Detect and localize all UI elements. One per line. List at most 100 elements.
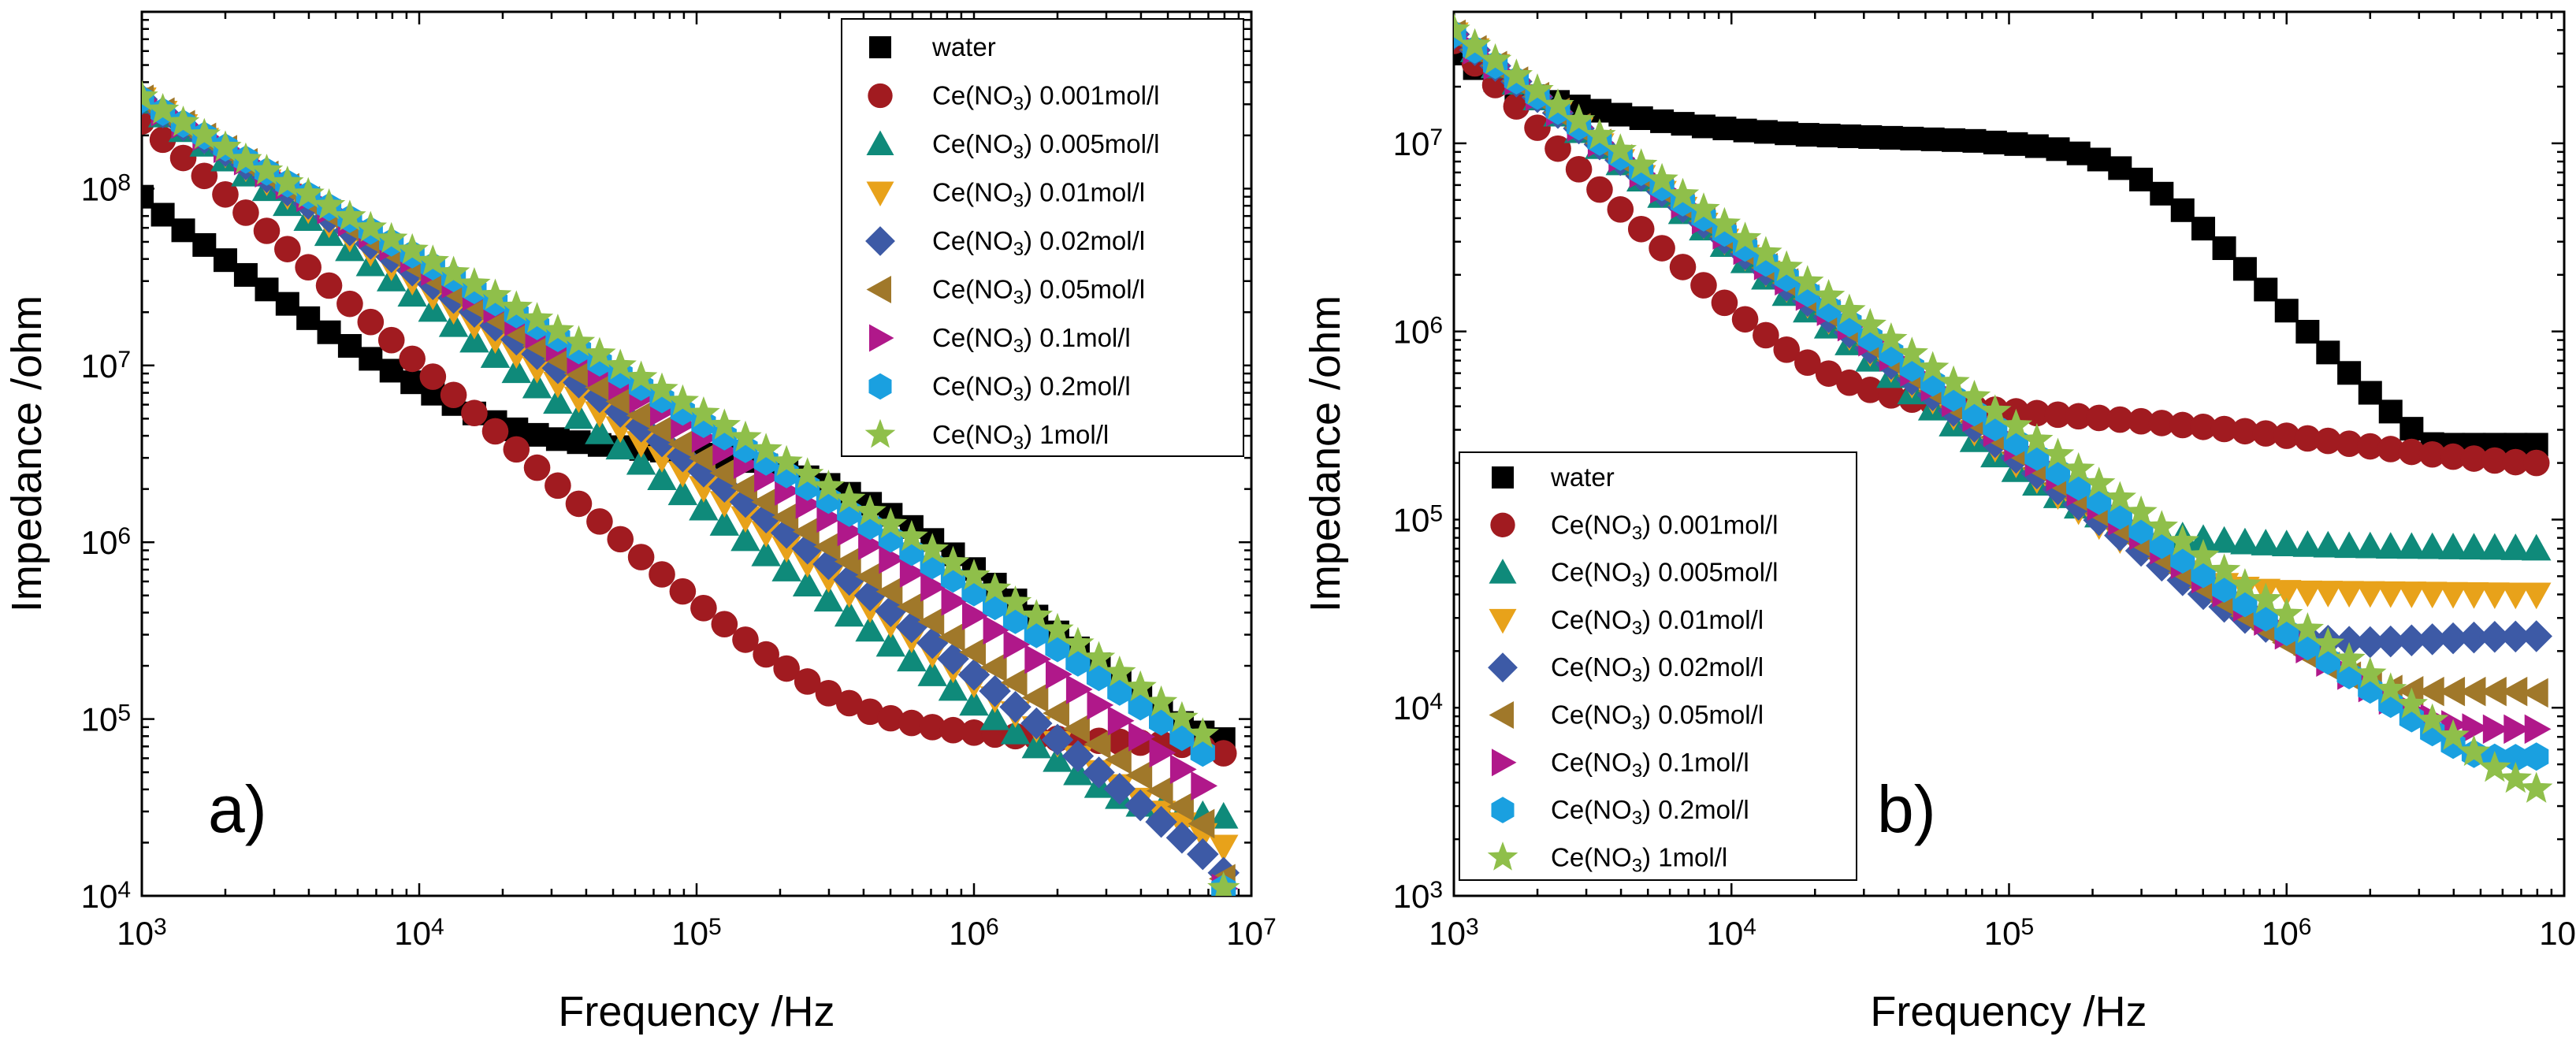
data-point bbox=[1061, 740, 1095, 772]
data-point bbox=[858, 530, 885, 560]
legend-label: Ce(NO3) 0.2mol/l bbox=[932, 372, 1131, 406]
data-point bbox=[2354, 626, 2387, 659]
data-point bbox=[2478, 621, 2511, 653]
legend-marker bbox=[868, 83, 893, 109]
data-point bbox=[690, 595, 717, 622]
data-point bbox=[1187, 838, 1219, 871]
data-point bbox=[1858, 124, 1883, 149]
data-point bbox=[2044, 401, 2072, 429]
data-point bbox=[2358, 381, 2382, 405]
legend-marker bbox=[868, 373, 892, 400]
data-point bbox=[1920, 127, 1945, 151]
data-point bbox=[1962, 128, 1987, 153]
data-point bbox=[1165, 700, 1199, 733]
data-point bbox=[834, 546, 861, 577]
data-point bbox=[751, 539, 781, 567]
data-point bbox=[2374, 672, 2407, 704]
data-point bbox=[1957, 380, 1991, 411]
data-point bbox=[1045, 659, 1072, 689]
data-point bbox=[998, 585, 1032, 617]
data-point bbox=[687, 396, 720, 428]
data-point bbox=[2437, 719, 2470, 750]
legend-label: water bbox=[931, 32, 996, 61]
data-point bbox=[1878, 382, 1905, 409]
data-point bbox=[708, 408, 741, 440]
data-point bbox=[437, 255, 470, 287]
data-point bbox=[458, 267, 491, 299]
data-point bbox=[941, 586, 968, 616]
data-point bbox=[440, 381, 467, 409]
data-point bbox=[1833, 293, 1866, 325]
data-point bbox=[1733, 118, 1757, 143]
y-tick-label: 104 bbox=[81, 877, 131, 916]
data-point bbox=[1020, 599, 1053, 630]
data-point bbox=[2295, 319, 2320, 344]
data-point bbox=[399, 345, 426, 373]
data-point bbox=[1816, 124, 1841, 148]
data-point bbox=[959, 637, 986, 667]
data-point bbox=[296, 306, 321, 330]
data-point bbox=[1731, 306, 1759, 333]
data-point bbox=[2482, 714, 2510, 745]
data-point bbox=[897, 592, 924, 622]
data-point bbox=[2396, 676, 2424, 706]
data-point bbox=[2396, 581, 2427, 608]
data-point bbox=[604, 348, 637, 380]
data-point bbox=[2294, 425, 2321, 452]
data-point bbox=[874, 507, 907, 539]
data-point bbox=[525, 422, 549, 447]
data-point bbox=[142, 80, 158, 111]
data-point bbox=[563, 386, 594, 414]
data-point bbox=[2292, 580, 2323, 607]
data-point bbox=[1169, 754, 1197, 785]
data-point bbox=[583, 336, 616, 368]
data-point bbox=[2480, 582, 2510, 609]
data-point bbox=[938, 674, 968, 701]
data-point bbox=[920, 572, 947, 602]
data-point bbox=[2521, 678, 2548, 708]
data-point bbox=[1541, 88, 1574, 120]
data-point bbox=[1604, 133, 1637, 165]
data-point bbox=[1107, 677, 1132, 706]
data-point bbox=[730, 506, 760, 533]
x-axis-title: Frequency /Hz bbox=[1870, 988, 2147, 1035]
data-point bbox=[2311, 626, 2344, 658]
data-point bbox=[2212, 236, 2236, 261]
data-point bbox=[979, 652, 1007, 682]
data-point bbox=[917, 659, 947, 686]
legend-label: Ce(NO3) 0.1mol/l bbox=[932, 323, 1131, 357]
data-point bbox=[1107, 706, 1135, 736]
data-point bbox=[853, 494, 887, 526]
data-point bbox=[503, 436, 530, 463]
data-point bbox=[1041, 723, 1074, 756]
data-point bbox=[2148, 410, 2176, 436]
data-point bbox=[936, 545, 970, 577]
data-point bbox=[1794, 349, 1821, 377]
data-point bbox=[2334, 581, 2364, 608]
data-point bbox=[1128, 722, 1155, 752]
data-point bbox=[209, 130, 242, 162]
data-point bbox=[732, 626, 759, 653]
data-point bbox=[2209, 526, 2240, 553]
data-point bbox=[2207, 553, 2241, 585]
data-point bbox=[2524, 714, 2552, 745]
data-point bbox=[541, 314, 574, 345]
series-1 bbox=[1454, 28, 2550, 477]
data-point bbox=[711, 611, 738, 637]
x-tick-label: 104 bbox=[394, 914, 444, 953]
data-point bbox=[978, 572, 1012, 604]
data-point bbox=[2270, 597, 2303, 629]
data-point bbox=[1712, 116, 1737, 140]
data-point bbox=[855, 561, 883, 592]
data-point bbox=[2188, 524, 2218, 552]
x-tick-label: 107 bbox=[1226, 914, 1276, 953]
data-point bbox=[2480, 676, 2507, 707]
data-point bbox=[315, 272, 343, 299]
data-point bbox=[2417, 581, 2448, 609]
data-point bbox=[212, 180, 239, 208]
data-point bbox=[1937, 365, 1970, 397]
legend-marker bbox=[864, 418, 896, 448]
data-point bbox=[295, 254, 322, 281]
data-point bbox=[563, 358, 591, 388]
data-point bbox=[1629, 106, 1653, 131]
